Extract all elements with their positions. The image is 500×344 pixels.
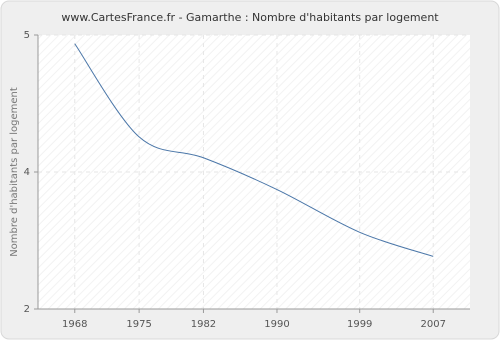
x-tick-label: 1982 [191, 319, 216, 330]
x-tick-label: 1990 [264, 319, 289, 330]
x-tick-label: 1975 [126, 319, 151, 330]
y-tick-label: 2 [24, 304, 30, 315]
x-tick-label: 2007 [421, 319, 446, 330]
chart-title: www.CartesFrance.fr - Gamarthe : Nombre … [61, 11, 439, 24]
y-tick-label: 4 [24, 167, 30, 178]
y-tick-label: 5 [24, 30, 30, 41]
line [74, 43, 434, 257]
y-axis-label: Nombre d'habitants par logement [9, 87, 20, 257]
x-tick-label: 1968 [62, 319, 87, 330]
x-tick-label: 1999 [347, 319, 372, 330]
